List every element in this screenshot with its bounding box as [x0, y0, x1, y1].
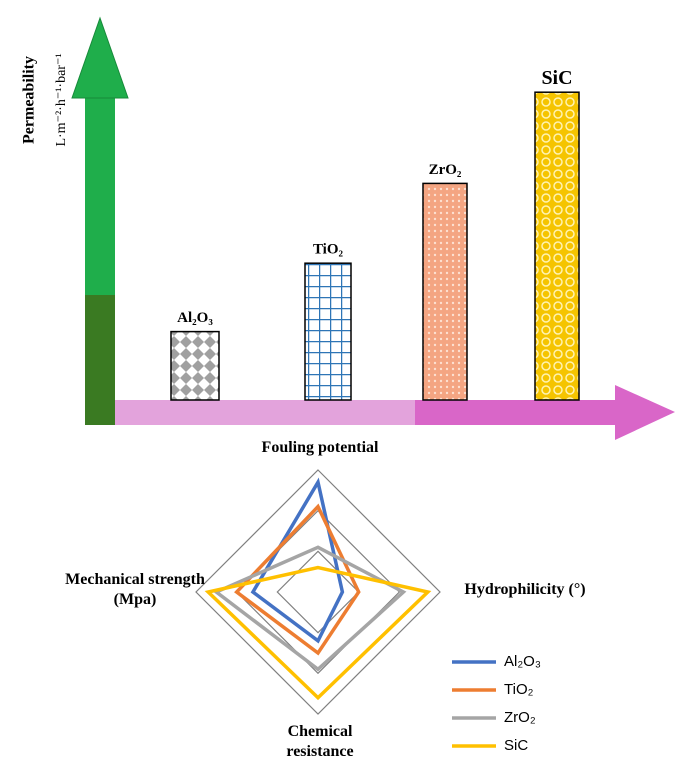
legend-label: Al₂O₃	[504, 653, 541, 670]
radar-axis-label: Hydrophilicity (°)	[464, 581, 586, 598]
y-arrow-base	[85, 295, 115, 425]
radar-ring	[235, 509, 401, 675]
radar-axis-label: Fouling potential	[261, 439, 379, 456]
radar-ring	[195, 469, 441, 715]
y-axis-label: Permeability	[21, 56, 38, 144]
radar-series	[212, 545, 407, 672]
bar	[170, 330, 220, 401]
legend-label: ZrO₂	[504, 709, 536, 726]
radar-series	[234, 503, 361, 656]
radar-axis-label: Mechanical strength (Mpa)	[65, 571, 205, 608]
bar-label: Al₂O₃	[177, 310, 213, 326]
radar-axis-label: Chemical resistance	[286, 723, 354, 760]
bar-label: SiC	[541, 67, 572, 89]
radar-ring	[276, 550, 360, 634]
x-arrow	[115, 400, 415, 425]
bar-label: TiO₂	[313, 242, 344, 258]
legend-label: TiO₂	[504, 681, 534, 698]
legend-label: SiC	[504, 737, 528, 754]
bar-label: ZrO₂	[429, 162, 462, 178]
x-arrow-head	[615, 385, 675, 440]
radar-series	[204, 565, 432, 701]
x-arrow	[415, 400, 617, 425]
bar	[422, 182, 468, 401]
bar	[534, 91, 580, 401]
bar	[304, 262, 352, 401]
y-arrow-head	[71, 16, 129, 99]
y-axis-unit: L·m⁻²·h⁻¹·bar⁻¹	[54, 53, 69, 146]
